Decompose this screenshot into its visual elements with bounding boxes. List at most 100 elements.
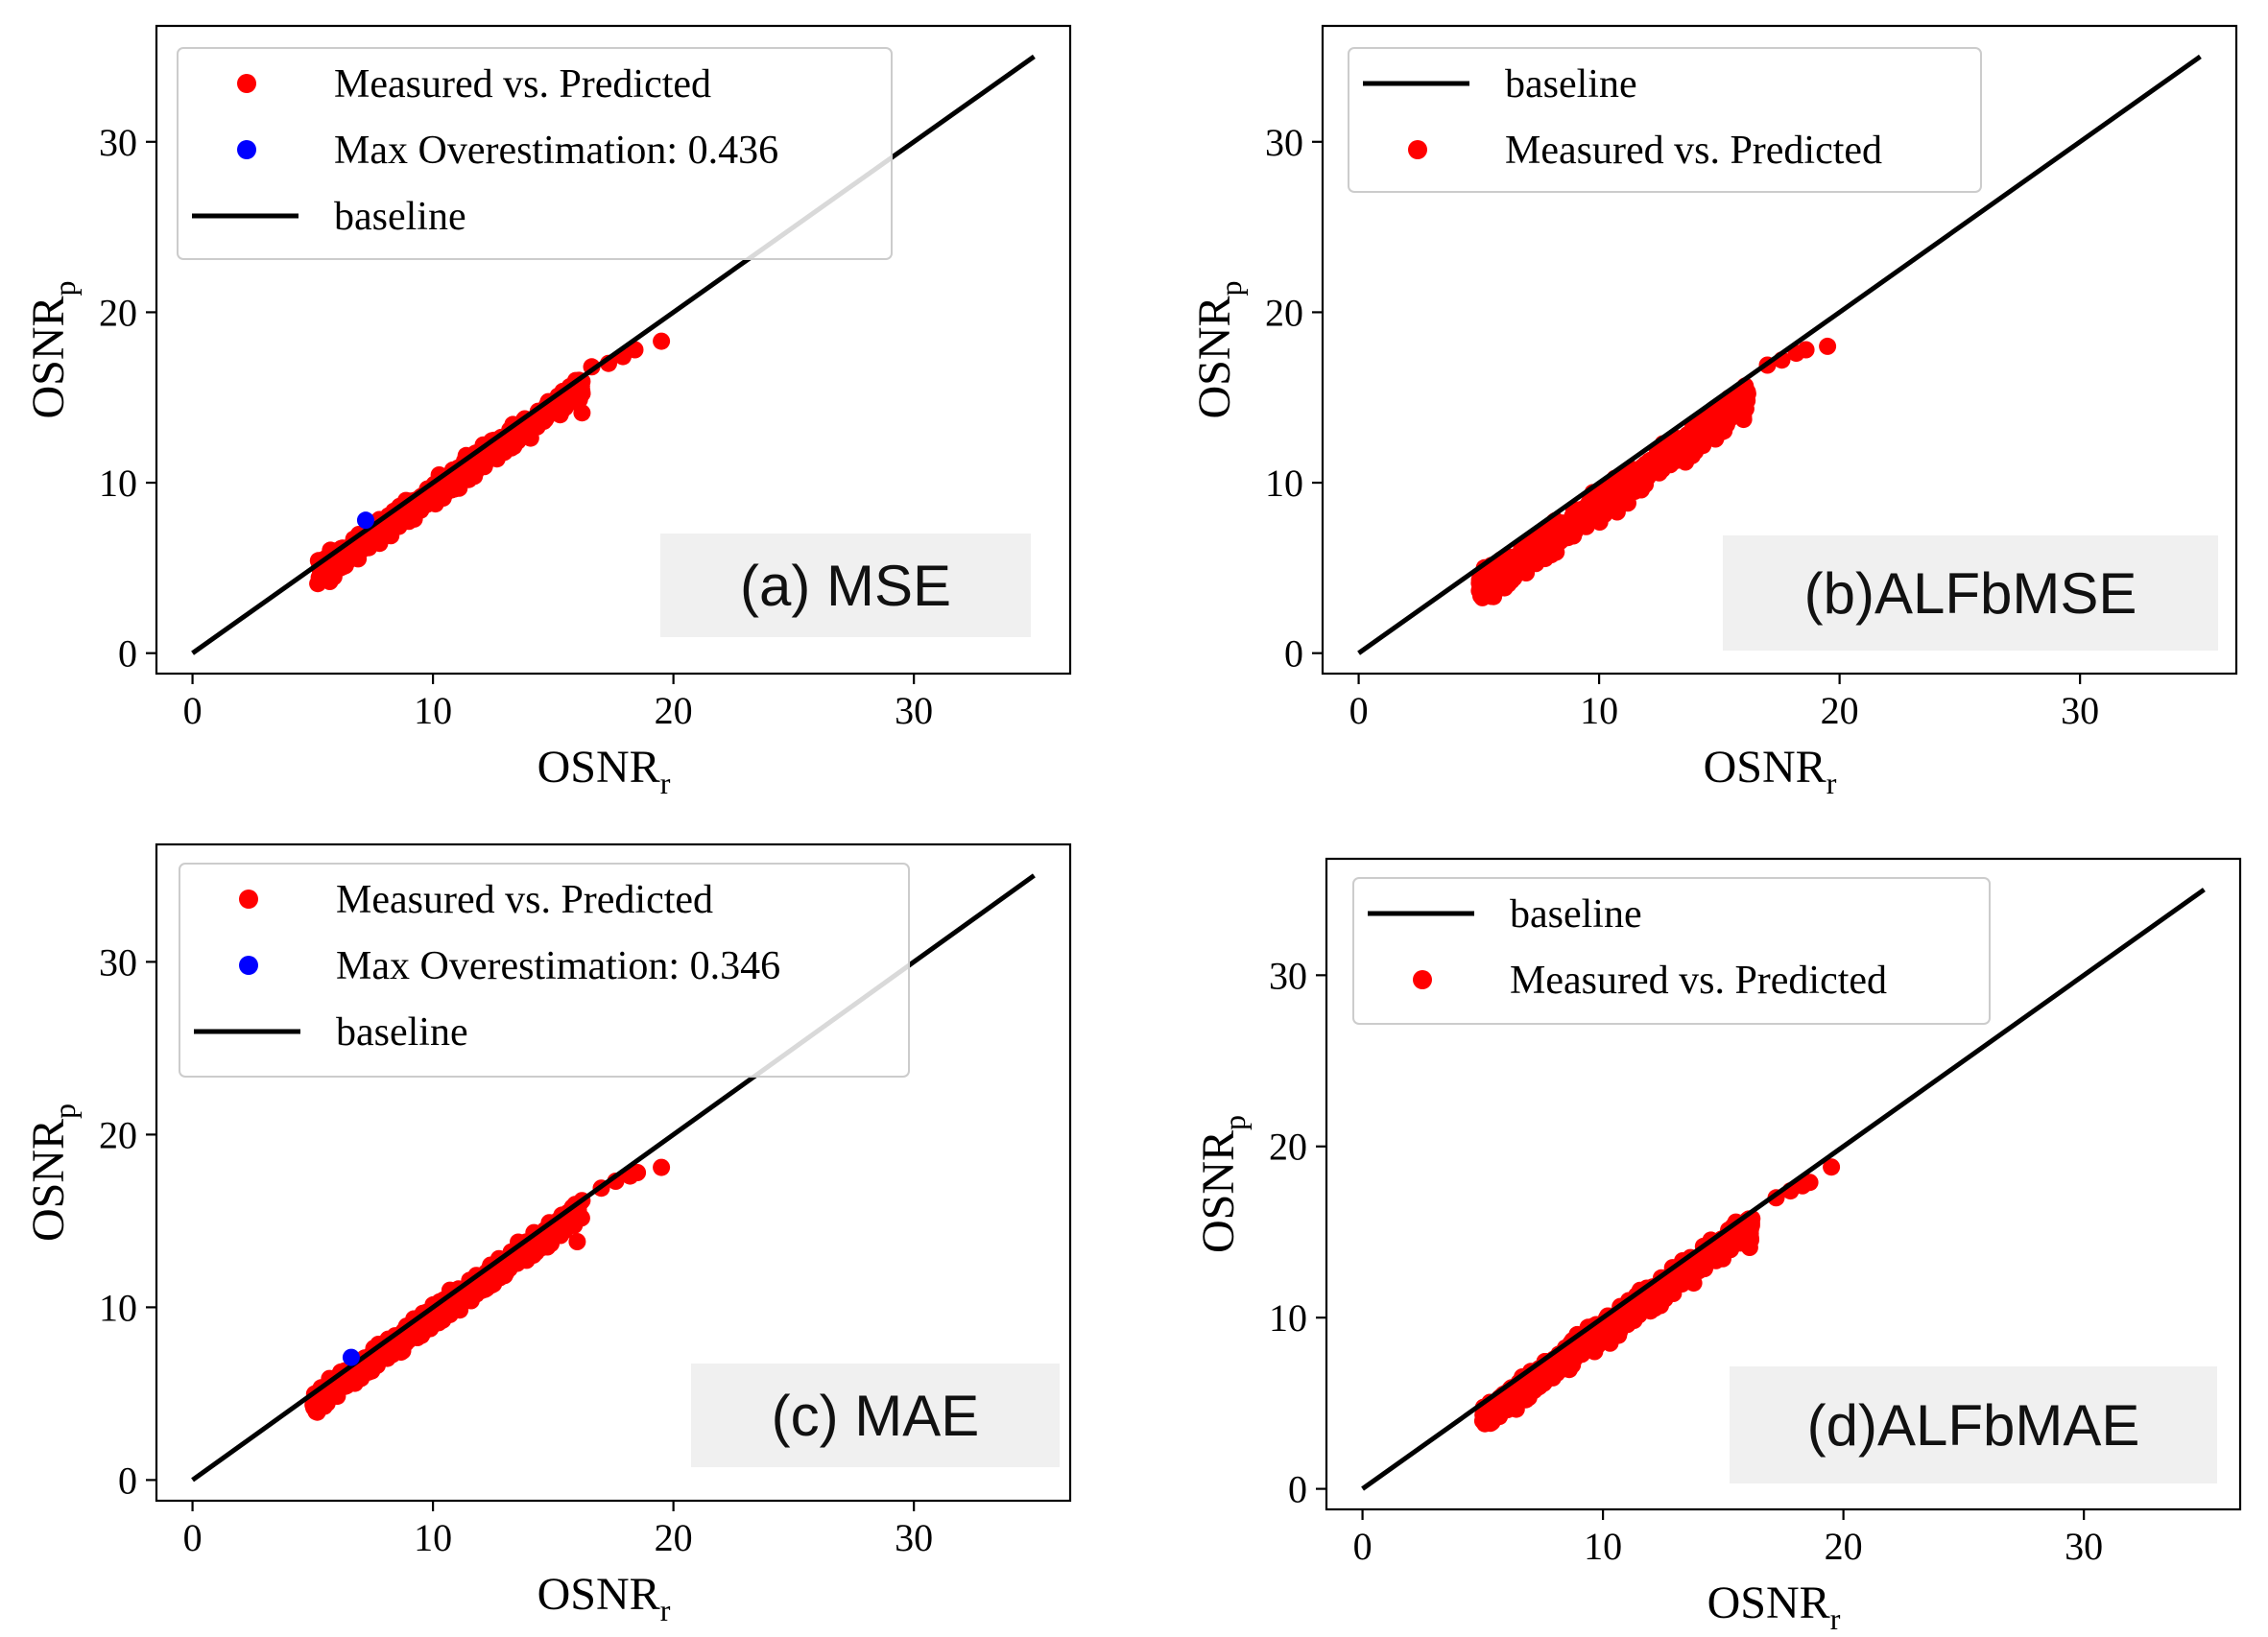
data-point xyxy=(1673,429,1691,447)
data-point xyxy=(1632,1293,1650,1312)
data-point xyxy=(1819,337,1837,355)
x-tick-label: 0 xyxy=(1349,689,1369,732)
y-axis-label: OSNRp xyxy=(23,280,82,418)
x-tick-label: 0 xyxy=(183,1516,203,1559)
data-point xyxy=(629,1164,647,1181)
legend: Measured vs. Predicted Max Overestimation… xyxy=(179,863,910,1078)
y-axis-label: OSNRp xyxy=(23,1103,82,1242)
panel-tag-label: (b)ALFbMSE xyxy=(1804,561,2137,626)
x-tick-label: 30 xyxy=(2065,1525,2103,1568)
y-tick-label: 20 xyxy=(99,1113,137,1156)
x-tick-label: 30 xyxy=(895,1516,933,1559)
data-point xyxy=(1608,1318,1626,1337)
baseline-line xyxy=(191,54,1036,655)
data-point xyxy=(568,1233,586,1250)
y-tick-label: 30 xyxy=(99,940,137,984)
data-point xyxy=(1621,1305,1638,1323)
series-measured-vs-predicted xyxy=(309,332,671,593)
y-tick-label: 10 xyxy=(99,1286,137,1329)
data-point xyxy=(1557,520,1575,538)
x-axis-label: OSNRr xyxy=(1704,742,1837,800)
panel-tag-label: (d)ALFbMAE xyxy=(1807,1393,2140,1458)
panel-tag-box xyxy=(691,1364,1060,1467)
chart-panel-b: (b)ALFbMSE 0 10 20 30 0 10 20 30 OSNRr OSNRp baseli… xyxy=(1189,24,2238,800)
data-point xyxy=(1797,341,1815,359)
x-axis-label: OSNRr xyxy=(1707,1578,1841,1636)
y-tick-label: 10 xyxy=(99,462,137,505)
data-point xyxy=(1536,1373,1554,1391)
data-point xyxy=(1581,1340,1599,1359)
legend-entry-label: Measured vs. Predicted xyxy=(334,62,711,107)
data-point xyxy=(1724,1229,1742,1246)
legend-box xyxy=(1348,47,1982,193)
panel-tag-label: (a) MSE xyxy=(740,554,951,618)
plot-area xyxy=(1361,888,2206,1491)
legend-measured-key xyxy=(1413,970,1432,989)
data-point xyxy=(1734,407,1753,425)
data-point xyxy=(518,418,537,437)
legend-entry-label: Measured vs. Predicted xyxy=(336,878,713,922)
x-tick-label: 10 xyxy=(414,689,452,732)
data-point xyxy=(1740,1239,1758,1256)
panel-tag-box xyxy=(1723,535,2218,651)
panel-tag-box xyxy=(1730,1366,2217,1483)
data-point xyxy=(393,508,411,526)
data-point xyxy=(428,486,446,505)
data-point xyxy=(535,409,553,426)
data-point xyxy=(501,1254,519,1272)
x-tick-label: 20 xyxy=(1821,689,1859,732)
y-tick-label: 0 xyxy=(1288,1468,1307,1511)
baseline-line xyxy=(1357,54,2202,655)
data-point xyxy=(1476,1414,1494,1433)
x-tick-label: 0 xyxy=(1353,1525,1373,1568)
legend: Measured vs. Predicted Max Overestimation… xyxy=(177,47,893,260)
legend-entry-label: baseline xyxy=(1510,892,1642,937)
data-point xyxy=(1472,587,1490,605)
legend: baseline Measured vs. Predicted xyxy=(1352,877,1991,1025)
data-point xyxy=(1504,1390,1522,1409)
y-tick-label: 20 xyxy=(1265,291,1303,334)
x-tick-label: 10 xyxy=(1580,689,1618,732)
y-tick-label: 0 xyxy=(118,632,137,676)
legend-box xyxy=(1352,877,1991,1025)
data-point xyxy=(1592,499,1611,517)
data-point xyxy=(653,332,671,350)
y-tick-label: 0 xyxy=(118,1459,137,1502)
max-overestimation-point xyxy=(356,511,374,530)
y-tick-label: 0 xyxy=(1284,632,1303,676)
data-point xyxy=(449,476,467,494)
plot-area xyxy=(1357,54,2202,655)
y-tick-label: 30 xyxy=(99,121,137,164)
axes-frame xyxy=(1325,857,2242,1511)
plot-area xyxy=(191,54,1036,655)
x-tick-label: 30 xyxy=(895,689,933,732)
legend-max-point-key xyxy=(237,140,256,159)
x-tick-label: 20 xyxy=(655,1516,693,1559)
data-point xyxy=(409,1321,427,1340)
baseline-line xyxy=(1361,888,2206,1491)
x-tick-label: 20 xyxy=(1825,1525,1863,1568)
data-point xyxy=(573,404,591,422)
y-axis-label: OSNRp xyxy=(1189,280,1248,418)
data-point xyxy=(653,1158,671,1176)
x-tick-label: 20 xyxy=(655,689,693,732)
legend-entry-label: Max Overestimation: 0.346 xyxy=(336,944,780,988)
chart-panel-a: (a) MSE 0 10 20 30 0 10 20 30 OSNRr OSNRp Measured … xyxy=(23,24,1072,800)
x-axis-label: OSNRr xyxy=(537,1569,671,1627)
data-point xyxy=(1671,1268,1689,1286)
y-tick-label: 10 xyxy=(1269,1296,1307,1340)
y-tick-label: 20 xyxy=(1269,1126,1307,1169)
legend-max-point-key xyxy=(239,956,258,975)
data-point xyxy=(1494,575,1513,593)
data-point xyxy=(1636,455,1655,473)
max-overestimation-point xyxy=(342,1348,360,1366)
data-point xyxy=(1633,476,1651,494)
data-point xyxy=(378,1344,396,1363)
panel-tag-label: (c) MAE xyxy=(772,1384,980,1448)
legend-entry-label: Max Overestimation: 0.436 xyxy=(334,129,778,173)
legend-box xyxy=(179,863,910,1078)
data-point xyxy=(425,1309,443,1326)
data-point xyxy=(1567,506,1586,524)
data-point xyxy=(1511,557,1528,575)
data-point xyxy=(571,382,589,400)
